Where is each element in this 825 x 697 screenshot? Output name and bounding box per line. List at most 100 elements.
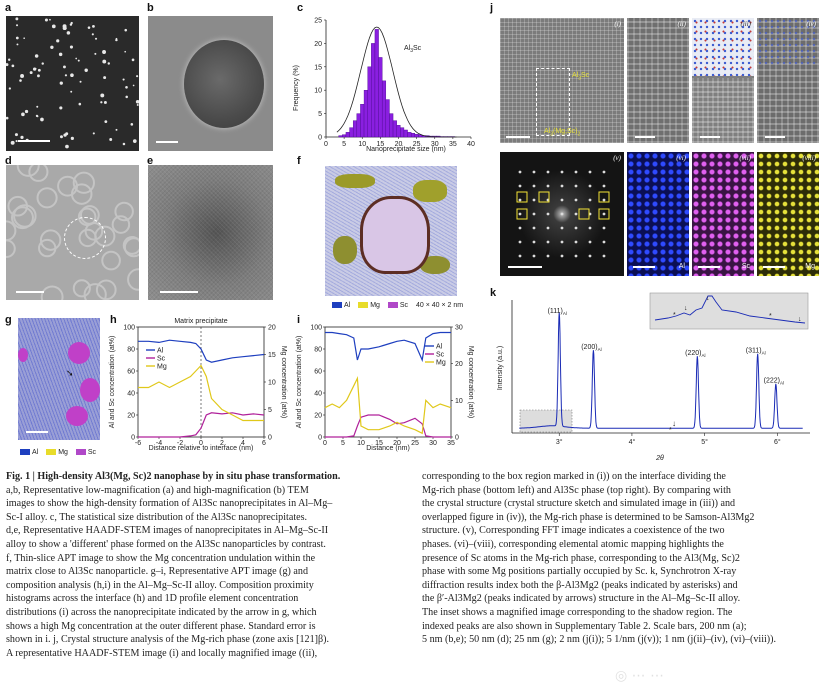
c-ylabel: Frequency (%) bbox=[293, 65, 300, 111]
c-xtick-label: 35 bbox=[449, 141, 457, 148]
h-line-sc bbox=[138, 412, 265, 438]
c-xtick-label: 30 bbox=[431, 141, 439, 148]
arrow-down-icon: ↓ bbox=[672, 419, 676, 428]
arrow-down-icon: ↓ bbox=[684, 305, 688, 312]
k-xtick-label: 5° bbox=[701, 438, 708, 446]
stem-j-ii: (ii) bbox=[627, 18, 689, 143]
c-bars bbox=[338, 29, 455, 138]
lattice-texture bbox=[148, 165, 273, 300]
h-ylabel-left: Al and Sc concentration (at%) bbox=[109, 336, 116, 429]
caption-left-line: images to show the high-density formatio… bbox=[6, 498, 333, 510]
c-bar bbox=[414, 133, 419, 138]
caption-right-line: the β′-Al3Mg2 (peaks indicated by arrows… bbox=[422, 593, 741, 605]
scalebar-g bbox=[26, 431, 48, 433]
c-fit-curve bbox=[336, 26, 457, 138]
i-xtick: 15 bbox=[375, 440, 383, 447]
k-peak-label: (222)Al bbox=[764, 378, 784, 386]
label-al3sc: Al3Sc bbox=[572, 72, 590, 82]
i-ytick-right: 10 bbox=[455, 398, 463, 405]
c-xtick-label: 5 bbox=[342, 141, 346, 148]
c-bar bbox=[378, 57, 383, 138]
i-xtick: 20 bbox=[393, 440, 401, 447]
c-yticks: 0 5 10 15 20 25 bbox=[314, 18, 326, 142]
watermark: ◎ ⋯ ⋯ bbox=[615, 668, 665, 684]
k-peak-labels: (111)Al (200)Al (220)Al (311)Al (222)Al bbox=[548, 308, 784, 386]
caption-left-line: A representative HAADF-STEM image (i) an… bbox=[6, 647, 318, 659]
h-ytick-left: 0 bbox=[131, 435, 135, 442]
overlay-sketch bbox=[757, 18, 819, 68]
caption-left-line: shown in i. j, Crystal structure analysi… bbox=[6, 634, 330, 646]
i-ytick-left: 60 bbox=[314, 369, 322, 376]
stem-j-iv: (iv) bbox=[757, 18, 819, 143]
map-al: (vi) Al bbox=[627, 152, 689, 276]
h-xtick: -2 bbox=[177, 440, 183, 447]
c-ytick-label: 20 bbox=[314, 41, 322, 48]
h-xtick: -4 bbox=[156, 440, 162, 447]
k-xticks: 3° 4° 5° 6° bbox=[556, 433, 781, 446]
particles-a bbox=[6, 17, 139, 149]
i-line-mg bbox=[324, 376, 452, 435]
apt-slice-f bbox=[325, 166, 457, 296]
i-line-sc bbox=[325, 414, 451, 438]
chart-c: Frequency (%) Nanoprecipitate size (nm) … bbox=[293, 18, 475, 154]
scalebar-j-iv bbox=[765, 136, 785, 138]
caption-right: corresponding to the box region marked i… bbox=[422, 470, 822, 647]
caption-right-line: Mg-rich phase (bottom left) and Al3Sc ph… bbox=[422, 484, 731, 496]
c-bar bbox=[342, 134, 347, 138]
i-ytick-right: 30 bbox=[455, 325, 463, 332]
h-xtick: 0 bbox=[199, 440, 203, 447]
i-ytick-left: 100 bbox=[310, 325, 322, 332]
map-label-sc: Sc bbox=[741, 263, 750, 270]
stem-j-iii: (iii) bbox=[692, 18, 754, 143]
caption-left-line: a,b, Representative low-magnification (a… bbox=[6, 484, 309, 496]
map-sc: (vii) Sc bbox=[692, 152, 754, 276]
c-bar bbox=[403, 129, 408, 138]
c-ytick-label: 15 bbox=[314, 64, 322, 71]
h-legend-label: Al bbox=[157, 348, 164, 355]
roman-iii: (iii) bbox=[740, 20, 752, 28]
panel-label-d: d bbox=[5, 155, 12, 167]
roman-v: (v) bbox=[613, 154, 621, 162]
chart-i: Al and Sc concentration (at%) Mg concent… bbox=[296, 325, 474, 453]
h-ytick-right: 10 bbox=[268, 380, 276, 387]
asterisk-icon: * bbox=[673, 312, 676, 319]
fft-spots bbox=[516, 170, 610, 258]
mg-atoms bbox=[757, 152, 819, 276]
h-ytick-right: 20 bbox=[268, 325, 276, 332]
al-atoms bbox=[627, 152, 689, 276]
i-xtick: 0 bbox=[323, 440, 327, 447]
sc-atoms bbox=[692, 152, 754, 276]
caption-left-line: shows a high Mg concentration at the out… bbox=[6, 620, 316, 632]
box-region bbox=[536, 68, 570, 136]
c-bar bbox=[345, 132, 350, 138]
h-ytick-left: 20 bbox=[127, 413, 135, 420]
h-xtick: 4 bbox=[241, 440, 245, 447]
sc-precipitate bbox=[80, 378, 100, 402]
panel-label-g: g bbox=[5, 314, 12, 326]
c-bar bbox=[349, 127, 354, 138]
c-bar bbox=[400, 127, 405, 138]
h-ytick-left: 100 bbox=[123, 325, 135, 332]
c-xlabel: Nanoprecipitate size (nm) bbox=[366, 146, 446, 153]
i-ytick-left: 20 bbox=[314, 413, 322, 420]
panel-label-b: b bbox=[147, 2, 154, 14]
micrograph-b bbox=[148, 16, 273, 151]
caption-right-line: structure. (v), Corresponding FFT image … bbox=[422, 525, 725, 537]
caption-left-line: histograms across the interface (h) and … bbox=[6, 593, 299, 605]
c-annotation: Al3Sc bbox=[404, 45, 422, 54]
h-line-al bbox=[138, 339, 265, 363]
k-peak-label: (200)Al bbox=[581, 344, 601, 352]
arrow-down-icon: ↓ bbox=[706, 295, 710, 302]
c-bar bbox=[407, 132, 412, 138]
c-bar bbox=[374, 29, 379, 138]
caption-left: Fig. 1 | High-density Al3(Mg, Sc)2 nanop… bbox=[6, 470, 411, 660]
panel-label-f: f bbox=[297, 155, 301, 167]
caption-title: Fig. 1 | High-density Al3(Mg, Sc)2 nanop… bbox=[6, 471, 341, 482]
scalebar-j-i bbox=[506, 136, 530, 138]
sc-precipitate bbox=[68, 342, 90, 364]
h-xlabel: Distance relative to interface (nm) bbox=[149, 445, 254, 452]
i-ytick-left: 40 bbox=[314, 391, 322, 398]
c-xticks: 0 5 10 15 20 25 30 35 40 bbox=[324, 137, 475, 148]
map-label-al: Al bbox=[678, 263, 685, 270]
